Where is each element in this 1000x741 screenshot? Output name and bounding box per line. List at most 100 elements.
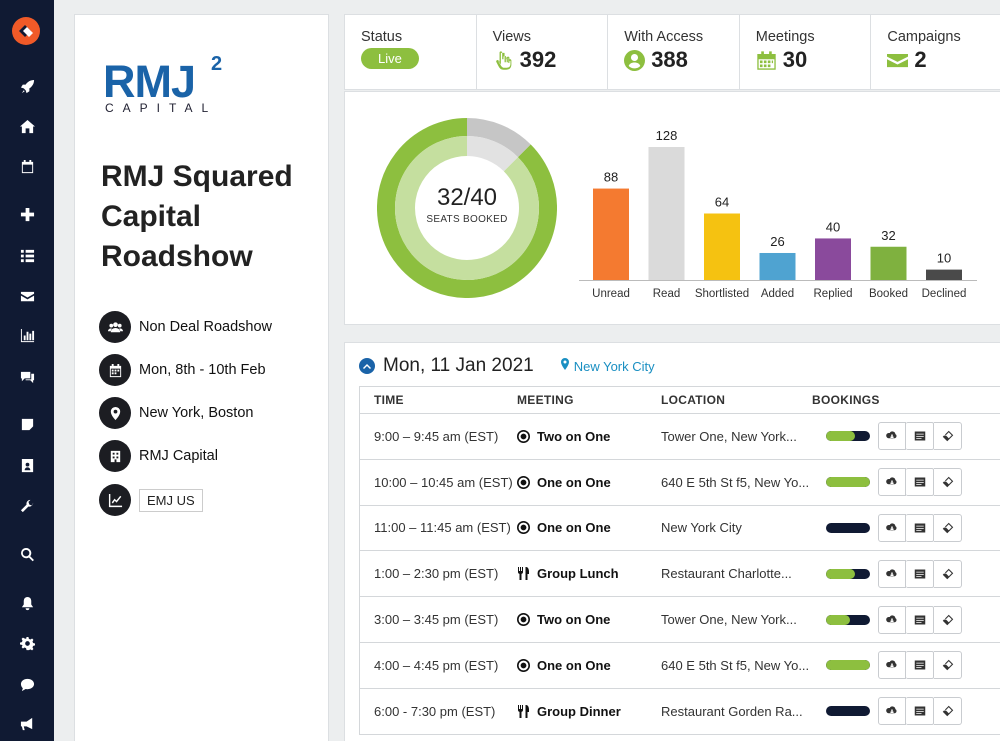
bar-declined[interactable]	[926, 269, 962, 280]
meeting-time: 4:00 – 4:45 pm (EST)	[374, 657, 499, 673]
schedule-city-link[interactable]: New York City	[573, 358, 655, 374]
mail-icon[interactable]	[17, 286, 37, 306]
booking-progress	[812, 660, 878, 671]
stat-meetings[interactable]: Meetings 30	[740, 15, 872, 89]
card-list-icon	[914, 660, 925, 670]
list-icon[interactable]	[17, 245, 37, 265]
event-company-row: RMJ Capital	[99, 440, 218, 472]
bar-booked[interactable]	[870, 246, 907, 280]
stat-views[interactable]: Views 392	[477, 15, 609, 89]
wrench-icon[interactable]	[17, 496, 37, 516]
table-row[interactable]: 4:00 – 4:45 pm (EST) One on One 640 E 5th …	[360, 643, 1000, 689]
table-header: TIME MEETING LOCATION BOOKINGS	[360, 387, 1000, 414]
download-button[interactable]	[878, 651, 906, 680]
col-location[interactable]: LOCATION	[661, 393, 726, 407]
bar-added[interactable]	[759, 252, 796, 280]
stat-label: With Access	[624, 29, 704, 45]
rocket-icon[interactable]	[17, 76, 37, 96]
stat-campaigns[interactable]: Campaigns 2	[871, 15, 1000, 89]
category-label: Declined	[922, 288, 967, 300]
card-list-icon	[914, 523, 925, 533]
booking-progress-bar	[826, 522, 870, 533]
download-button[interactable]	[878, 422, 906, 451]
table-row[interactable]: 6:00 - 7:30 pm (EST) Group Dinner Restaura…	[360, 689, 1000, 735]
bar-chart-icon[interactable]	[17, 325, 37, 345]
booking-progress	[812, 614, 878, 625]
stat-with-access[interactable]: With Access 388	[608, 15, 740, 89]
booking-progress	[812, 477, 878, 488]
details-button[interactable]	[906, 513, 934, 542]
ticket-button[interactable]	[934, 651, 962, 680]
bar-read[interactable]	[648, 147, 685, 280]
user-circle-icon	[624, 49, 646, 71]
download-button[interactable]	[878, 468, 906, 497]
logo-main-text: RMJ	[103, 56, 196, 107]
table-row[interactable]: 1:00 – 2:30 pm (EST) Group Lunch Restauran…	[360, 551, 1000, 598]
col-time[interactable]: TIME	[374, 393, 404, 407]
ticket-button[interactable]	[934, 513, 962, 542]
download-button[interactable]	[878, 697, 906, 726]
ticket-button[interactable]	[934, 468, 962, 497]
contact-icon[interactable]	[17, 455, 37, 475]
stat-label: Meetings	[755, 29, 815, 45]
note-icon[interactable]	[17, 414, 37, 434]
plus-icon[interactable]	[17, 204, 37, 224]
category-label: Read	[653, 288, 681, 300]
calendar-icon[interactable]	[17, 156, 37, 176]
meeting-type: One on One	[537, 474, 611, 490]
event-ticker-row: EMJ US	[99, 484, 203, 516]
ticket-button[interactable]	[934, 559, 962, 588]
details-button[interactable]	[906, 422, 934, 451]
meeting-location: Tower One, New York...	[661, 612, 797, 628]
trend-chart-icon	[99, 484, 131, 516]
calendar-icon	[99, 354, 131, 386]
ticket-icon	[942, 431, 953, 442]
ticket-icon	[942, 568, 953, 580]
row-actions	[878, 651, 962, 680]
home-icon[interactable]	[17, 116, 37, 136]
gear-icon[interactable]	[17, 633, 37, 653]
ticket-button[interactable]	[934, 697, 962, 726]
row-actions	[878, 422, 962, 451]
comments-icon[interactable]	[17, 366, 37, 386]
megaphone-icon[interactable]	[17, 713, 37, 733]
details-button[interactable]	[906, 559, 934, 588]
schedule-panel: Mon, 11 Jan 2021 New York City TIME MEET…	[344, 342, 1000, 741]
download-button[interactable]	[878, 513, 906, 542]
row-actions	[878, 559, 962, 588]
bar-value-label: 128	[656, 128, 678, 143]
details-button[interactable]	[906, 651, 934, 680]
status-badge[interactable]: Live	[361, 48, 419, 69]
meeting-type: Two on One	[537, 612, 611, 628]
search-icon[interactable]	[17, 544, 37, 564]
bar-unread[interactable]	[593, 188, 629, 280]
table-row[interactable]: 10:00 – 10:45 am (EST) One on One 640 E 5t…	[360, 460, 1000, 506]
bar-replied[interactable]	[815, 238, 851, 280]
col-bookings[interactable]: BOOKINGS	[812, 393, 880, 407]
col-meeting[interactable]: MEETING	[517, 393, 574, 407]
chat-icon[interactable]	[17, 674, 37, 694]
meeting-type-cell: One on One	[517, 520, 661, 535]
ticket-icon	[942, 476, 953, 488]
details-button[interactable]	[906, 697, 934, 726]
details-button[interactable]	[906, 468, 934, 497]
bar-value-label: 64	[715, 195, 729, 210]
table-row[interactable]: 11:00 – 11:45 am (EST) One on One New York…	[360, 506, 1000, 552]
download-button[interactable]	[878, 559, 906, 588]
ticket-button[interactable]	[934, 422, 962, 451]
ticker-tag[interactable]: EMJ US	[139, 488, 203, 512]
bar-shortlisted[interactable]	[704, 213, 740, 281]
download-button[interactable]	[878, 605, 906, 634]
bell-icon[interactable]	[17, 593, 37, 613]
details-button[interactable]	[906, 605, 934, 634]
ticket-button[interactable]	[934, 605, 962, 634]
logo-subtext: CAPITAL	[105, 101, 218, 115]
bar-value-label: 26	[770, 234, 784, 249]
collapse-chevron-up-icon[interactable]	[359, 358, 375, 374]
card-list-icon	[914, 431, 925, 441]
meeting-type: Group Lunch	[537, 566, 619, 582]
app-logo-icon[interactable]	[11, 16, 41, 46]
table-row[interactable]: 3:00 – 3:45 pm (EST) Two on One Tower One,…	[360, 597, 1000, 643]
table-row[interactable]: 9:00 – 9:45 am (EST) Two on One Tower One,…	[360, 414, 1000, 460]
booking-progress	[812, 431, 878, 442]
